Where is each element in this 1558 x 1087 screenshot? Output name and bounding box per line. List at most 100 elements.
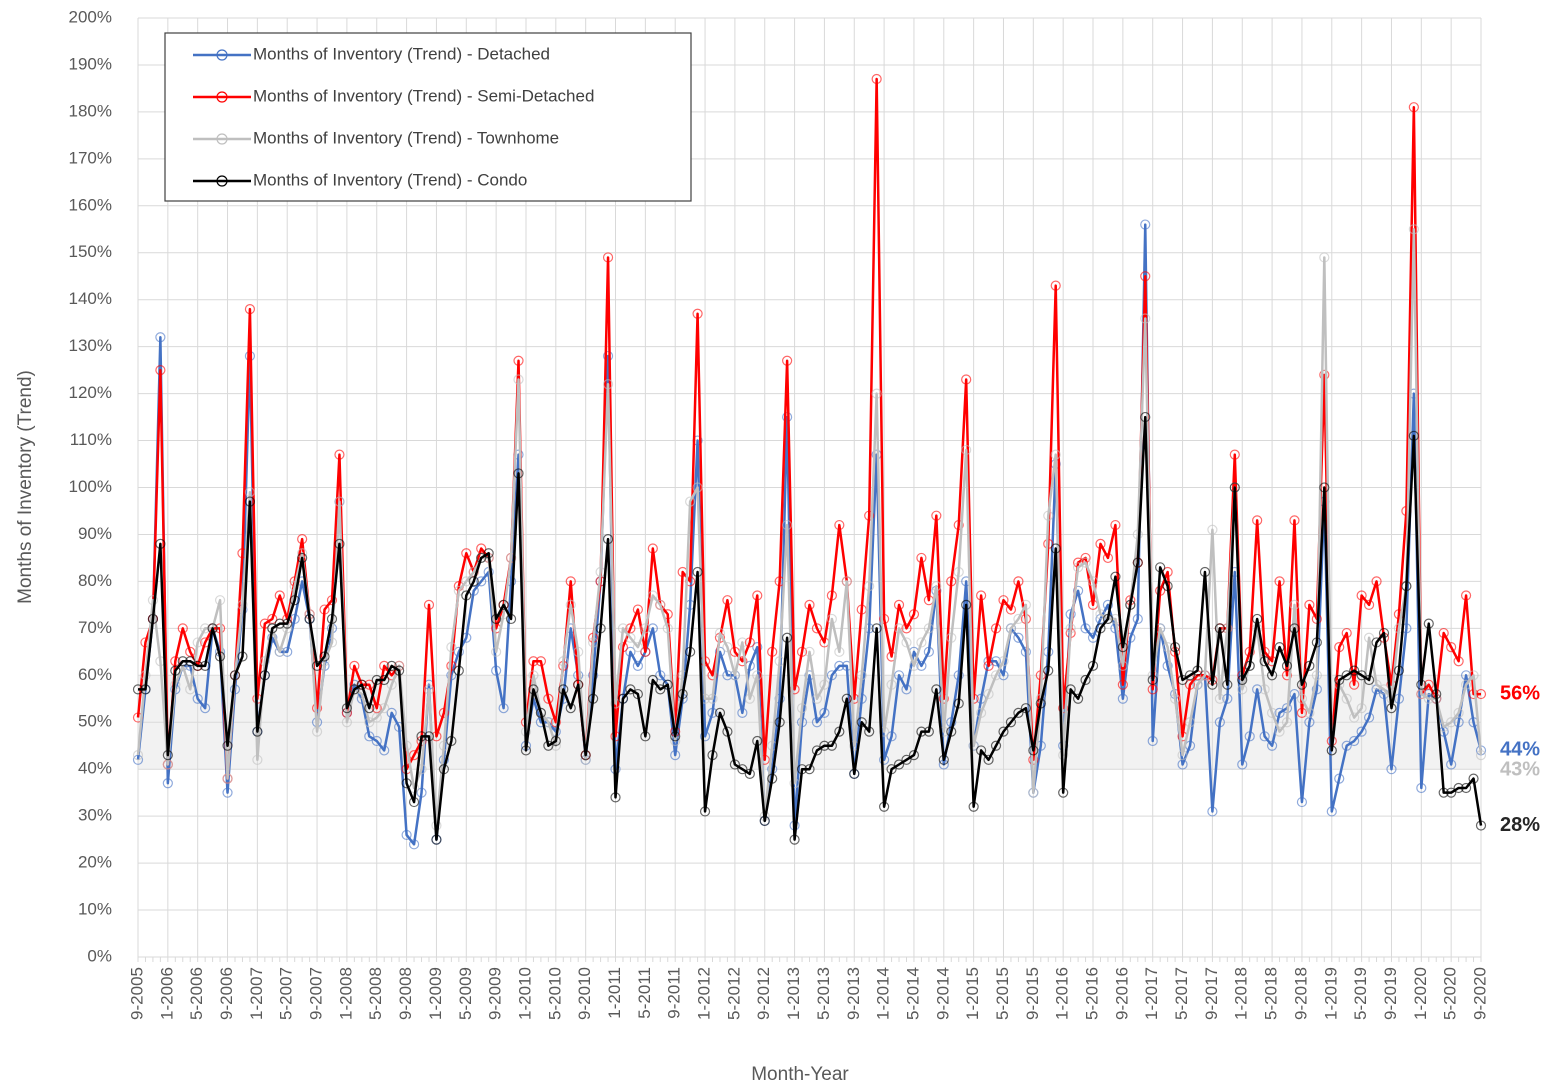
data-point bbox=[1386, 703, 1397, 714]
data-point bbox=[789, 834, 800, 845]
data-point bbox=[1423, 679, 1434, 690]
data-point bbox=[252, 726, 263, 737]
data-point bbox=[752, 670, 763, 681]
data-point bbox=[685, 496, 696, 507]
data-point bbox=[1147, 735, 1158, 747]
data-point bbox=[513, 468, 524, 479]
data-point bbox=[289, 595, 300, 606]
data-point bbox=[274, 618, 285, 629]
data-point bbox=[1244, 646, 1255, 657]
data-point bbox=[438, 707, 450, 718]
data-point bbox=[1446, 642, 1457, 653]
y-tick-label: 80% bbox=[78, 571, 112, 590]
x-tick-label: 5-2019 bbox=[1351, 967, 1370, 1020]
data-point bbox=[244, 303, 256, 315]
data-point bbox=[1319, 482, 1330, 493]
data-point bbox=[438, 764, 450, 775]
data-point bbox=[1468, 670, 1479, 681]
data-point bbox=[535, 707, 547, 718]
data-point bbox=[1363, 632, 1375, 643]
data-point bbox=[580, 750, 591, 761]
x-tick-label: 9-2017 bbox=[1202, 967, 1221, 1020]
data-point bbox=[1423, 693, 1434, 704]
x-tick-label: 1-2015 bbox=[963, 967, 982, 1020]
data-point bbox=[1416, 679, 1427, 690]
data-point bbox=[341, 703, 353, 714]
data-point bbox=[856, 717, 867, 728]
data-point bbox=[789, 778, 800, 789]
data-point bbox=[602, 252, 614, 263]
data-point bbox=[722, 595, 733, 606]
data-point bbox=[1371, 576, 1382, 587]
data-point bbox=[155, 332, 166, 343]
data-point bbox=[998, 726, 1009, 737]
y-tick-label: 70% bbox=[78, 618, 112, 637]
data-point bbox=[1005, 717, 1017, 728]
x-tick-label: 5-2011 bbox=[635, 967, 654, 1019]
x-tick-label: 1-2007 bbox=[247, 967, 266, 1020]
data-point bbox=[811, 717, 823, 728]
data-point bbox=[722, 726, 733, 737]
data-point bbox=[162, 750, 173, 761]
data-point bbox=[752, 642, 763, 653]
data-point bbox=[162, 778, 173, 789]
data-point bbox=[565, 599, 576, 610]
data-point bbox=[423, 599, 435, 610]
data-point bbox=[1304, 707, 1315, 718]
data-point bbox=[1065, 623, 1076, 634]
x-tick-label: 1-2006 bbox=[157, 967, 176, 1020]
y-tick-label: 40% bbox=[78, 759, 112, 778]
data-point bbox=[1028, 787, 1039, 798]
data-point bbox=[1446, 717, 1457, 728]
data-point bbox=[879, 801, 890, 812]
data-point bbox=[610, 698, 621, 709]
x-tick-label: 5-2016 bbox=[1083, 967, 1102, 1020]
data-point bbox=[1408, 102, 1419, 113]
data-point bbox=[968, 740, 979, 751]
data-point bbox=[647, 543, 658, 554]
x-tick-label: 5-2006 bbox=[187, 967, 206, 1020]
data-point bbox=[177, 656, 188, 667]
data-point bbox=[662, 679, 673, 690]
data-point bbox=[147, 595, 159, 606]
y-tick-label: 50% bbox=[78, 712, 112, 731]
data-point bbox=[1408, 224, 1419, 235]
data-point bbox=[1349, 735, 1360, 747]
data-point bbox=[229, 670, 241, 681]
data-point bbox=[998, 656, 1009, 667]
data-point bbox=[1252, 613, 1263, 625]
y-tick-label: 60% bbox=[78, 665, 112, 684]
data-point bbox=[782, 355, 793, 366]
x-tick-label: 9-2009 bbox=[486, 967, 505, 1020]
data-point bbox=[289, 613, 300, 625]
data-point bbox=[1013, 632, 1024, 643]
data-point bbox=[185, 656, 196, 667]
data-point bbox=[558, 656, 569, 667]
data-point bbox=[1460, 782, 1472, 794]
data-point bbox=[274, 646, 285, 657]
x-tick-label: 5-2014 bbox=[903, 967, 922, 1020]
data-point bbox=[1207, 806, 1218, 817]
data-point bbox=[259, 670, 270, 681]
legend-label: Months of Inventory (Trend) - Townhome bbox=[253, 128, 559, 147]
data-point bbox=[976, 707, 987, 718]
data-point bbox=[1371, 679, 1382, 690]
x-tick-label: 9-2014 bbox=[933, 967, 952, 1020]
data-point bbox=[1349, 665, 1360, 676]
data-point bbox=[371, 712, 382, 723]
data-point bbox=[625, 646, 636, 657]
data-point bbox=[602, 379, 614, 390]
data-point bbox=[968, 801, 979, 812]
data-point bbox=[1259, 656, 1270, 667]
data-point bbox=[1252, 684, 1263, 695]
data-point bbox=[1363, 712, 1375, 723]
data-point bbox=[1296, 679, 1308, 690]
data-point bbox=[535, 656, 547, 667]
data-point bbox=[1162, 580, 1173, 592]
data-point bbox=[1296, 796, 1308, 808]
data-point bbox=[632, 604, 643, 615]
y-tick-label: 190% bbox=[69, 54, 112, 73]
data-point bbox=[602, 350, 614, 362]
data-point bbox=[423, 731, 435, 742]
data-point bbox=[1446, 759, 1457, 770]
